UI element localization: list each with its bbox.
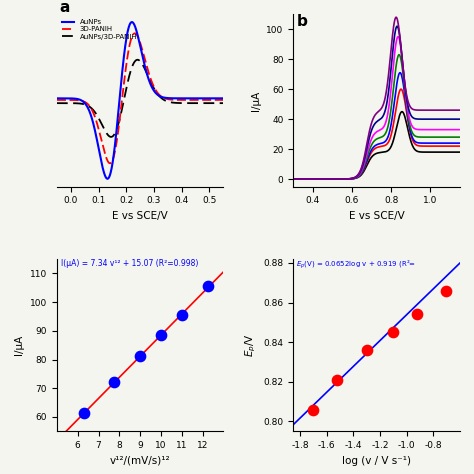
Point <box>178 311 185 319</box>
Point <box>310 406 317 413</box>
X-axis label: log (v / V s⁻¹): log (v / V s⁻¹) <box>342 456 411 465</box>
Point <box>81 409 88 417</box>
Point <box>363 346 370 354</box>
X-axis label: E vs SCE/V: E vs SCE/V <box>349 211 404 221</box>
Text: I(μA) = 7.34 v¹² + 15.07 (R²=0.998): I(μA) = 7.34 v¹² + 15.07 (R²=0.998) <box>61 259 199 268</box>
Point <box>413 310 421 318</box>
X-axis label: v¹²/(mV/s)¹²: v¹²/(mV/s)¹² <box>110 456 171 465</box>
Point <box>157 331 165 339</box>
Point <box>137 352 144 360</box>
Text: a: a <box>60 0 70 15</box>
Point <box>443 287 450 294</box>
Text: $E_p$(V) = 0.0652log v + 0.919 (R²=: $E_p$(V) = 0.0652log v + 0.919 (R²= <box>296 259 416 272</box>
Y-axis label: $E_p$/V: $E_p$/V <box>244 333 258 357</box>
Legend: AuNPs, 3D-PANIH, AuNPs/3D-PANIH: AuNPs, 3D-PANIH, AuNPs/3D-PANIH <box>60 18 139 41</box>
X-axis label: E vs SCE/V: E vs SCE/V <box>112 211 168 221</box>
Point <box>110 378 118 386</box>
Y-axis label: I/μA: I/μA <box>14 335 24 356</box>
Text: b: b <box>297 14 308 29</box>
Y-axis label: I/μA: I/μA <box>251 90 261 110</box>
Point <box>390 328 397 336</box>
Point <box>204 283 211 290</box>
Point <box>333 376 341 383</box>
